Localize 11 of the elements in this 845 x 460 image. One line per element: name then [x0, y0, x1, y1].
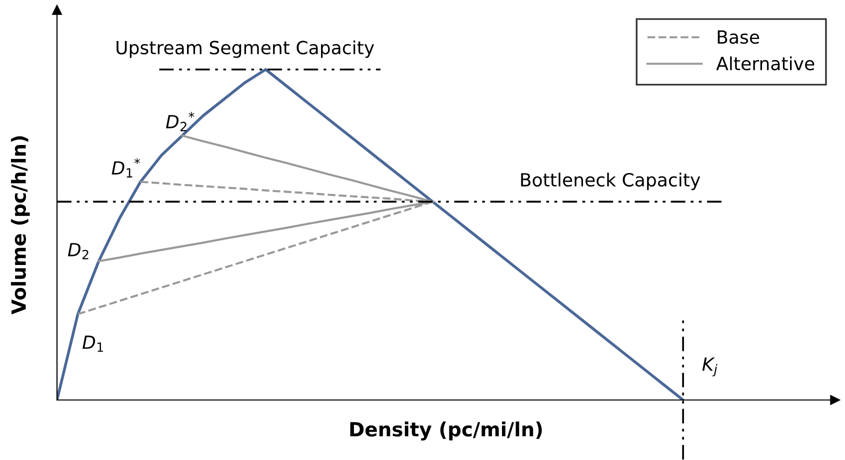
x-axis-title: Density (pc/mi/ln)	[350, 422, 542, 440]
legend-label: Base	[718, 30, 760, 44]
annotation: D$_{1}$$^{*}$	[112, 158, 140, 178]
annotation: K$_{j}$	[702, 358, 718, 376]
annotation: D$_{2}$$^{*}$	[166, 112, 194, 132]
annotation: D$_{2}$	[68, 243, 88, 260]
ref-line-label: Upstream Segment Capacity	[116, 40, 374, 58]
annotation: D$_{1}$	[82, 336, 103, 352]
ref-line-label: Bottleneck Capacity	[521, 172, 700, 190]
y-axis-title: Volume (pc/h/ln)	[10, 136, 30, 314]
legend-label: Alternative	[716, 56, 814, 70]
